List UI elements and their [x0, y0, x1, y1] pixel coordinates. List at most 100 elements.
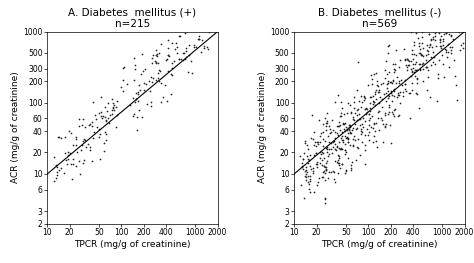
Point [336, 140, 343, 144]
Point [134, 90, 142, 94]
Point [349, 125, 357, 130]
Point [365, 138, 373, 142]
Point [388, 89, 395, 93]
Point [418, 52, 425, 57]
Point [92, 117, 100, 121]
Point [319, 175, 326, 179]
Point [416, 41, 423, 45]
Point [356, 112, 363, 116]
Point [365, 112, 372, 116]
Point [323, 150, 330, 154]
Point [337, 100, 344, 105]
Point [315, 176, 323, 180]
Point [335, 119, 343, 124]
Point [324, 134, 331, 138]
Point [419, 67, 427, 71]
Point [369, 126, 377, 130]
Point [336, 156, 343, 160]
Point [405, 58, 413, 63]
Point [313, 160, 321, 164]
Point [337, 128, 344, 132]
Point [301, 195, 308, 200]
Point [69, 157, 76, 161]
Point [423, 48, 430, 52]
Point [459, 46, 466, 50]
Point [356, 117, 364, 121]
Point [379, 140, 386, 144]
Point [119, 78, 127, 83]
Point [307, 190, 314, 194]
Point [338, 130, 346, 134]
Point [313, 151, 320, 155]
Point [102, 119, 110, 123]
Point [405, 63, 412, 67]
Point [338, 106, 346, 110]
Point [351, 111, 359, 115]
Point [105, 100, 112, 105]
Point [327, 131, 334, 135]
Point [109, 112, 116, 116]
Point [346, 131, 354, 135]
Point [369, 94, 376, 98]
Point [432, 44, 440, 48]
Point [348, 128, 356, 133]
Point [390, 89, 398, 93]
Point [386, 80, 394, 84]
Point [305, 186, 312, 191]
Point [321, 165, 329, 169]
Point [319, 130, 327, 134]
Point [182, 49, 190, 54]
Point [334, 133, 342, 137]
Point [425, 45, 433, 49]
Point [391, 62, 399, 66]
Point [361, 119, 369, 124]
Point [338, 134, 346, 139]
Point [422, 65, 430, 69]
Point [64, 157, 72, 161]
Point [370, 134, 378, 138]
Point [164, 45, 172, 50]
Point [345, 137, 352, 141]
Point [89, 100, 96, 104]
Point [412, 53, 419, 58]
Point [455, 29, 463, 34]
Point [347, 131, 355, 135]
Point [322, 167, 330, 171]
Point [359, 122, 366, 127]
Point [328, 147, 335, 151]
Point [177, 57, 185, 61]
Point [442, 31, 450, 35]
Point [404, 63, 412, 67]
Point [318, 131, 325, 135]
Point [191, 43, 198, 47]
Point [370, 100, 378, 104]
Point [175, 57, 182, 62]
Point [335, 124, 343, 128]
Point [331, 146, 338, 151]
Point [396, 90, 404, 94]
Point [419, 54, 427, 58]
Point [368, 114, 376, 118]
Point [356, 123, 364, 127]
Point [100, 149, 108, 153]
Point [363, 106, 370, 110]
Point [372, 103, 379, 107]
Point [410, 57, 417, 61]
Point [329, 128, 337, 133]
Point [171, 47, 179, 51]
Point [133, 90, 140, 95]
Point [329, 145, 337, 149]
Point [383, 86, 391, 90]
Point [374, 145, 381, 150]
Point [385, 105, 392, 110]
Point [86, 122, 93, 126]
Point [366, 95, 374, 99]
Point [64, 153, 72, 158]
Point [382, 113, 389, 118]
Point [79, 117, 87, 121]
Point [391, 67, 398, 71]
Point [149, 55, 156, 60]
Point [402, 63, 410, 67]
Point [418, 62, 426, 66]
Point [355, 137, 362, 141]
